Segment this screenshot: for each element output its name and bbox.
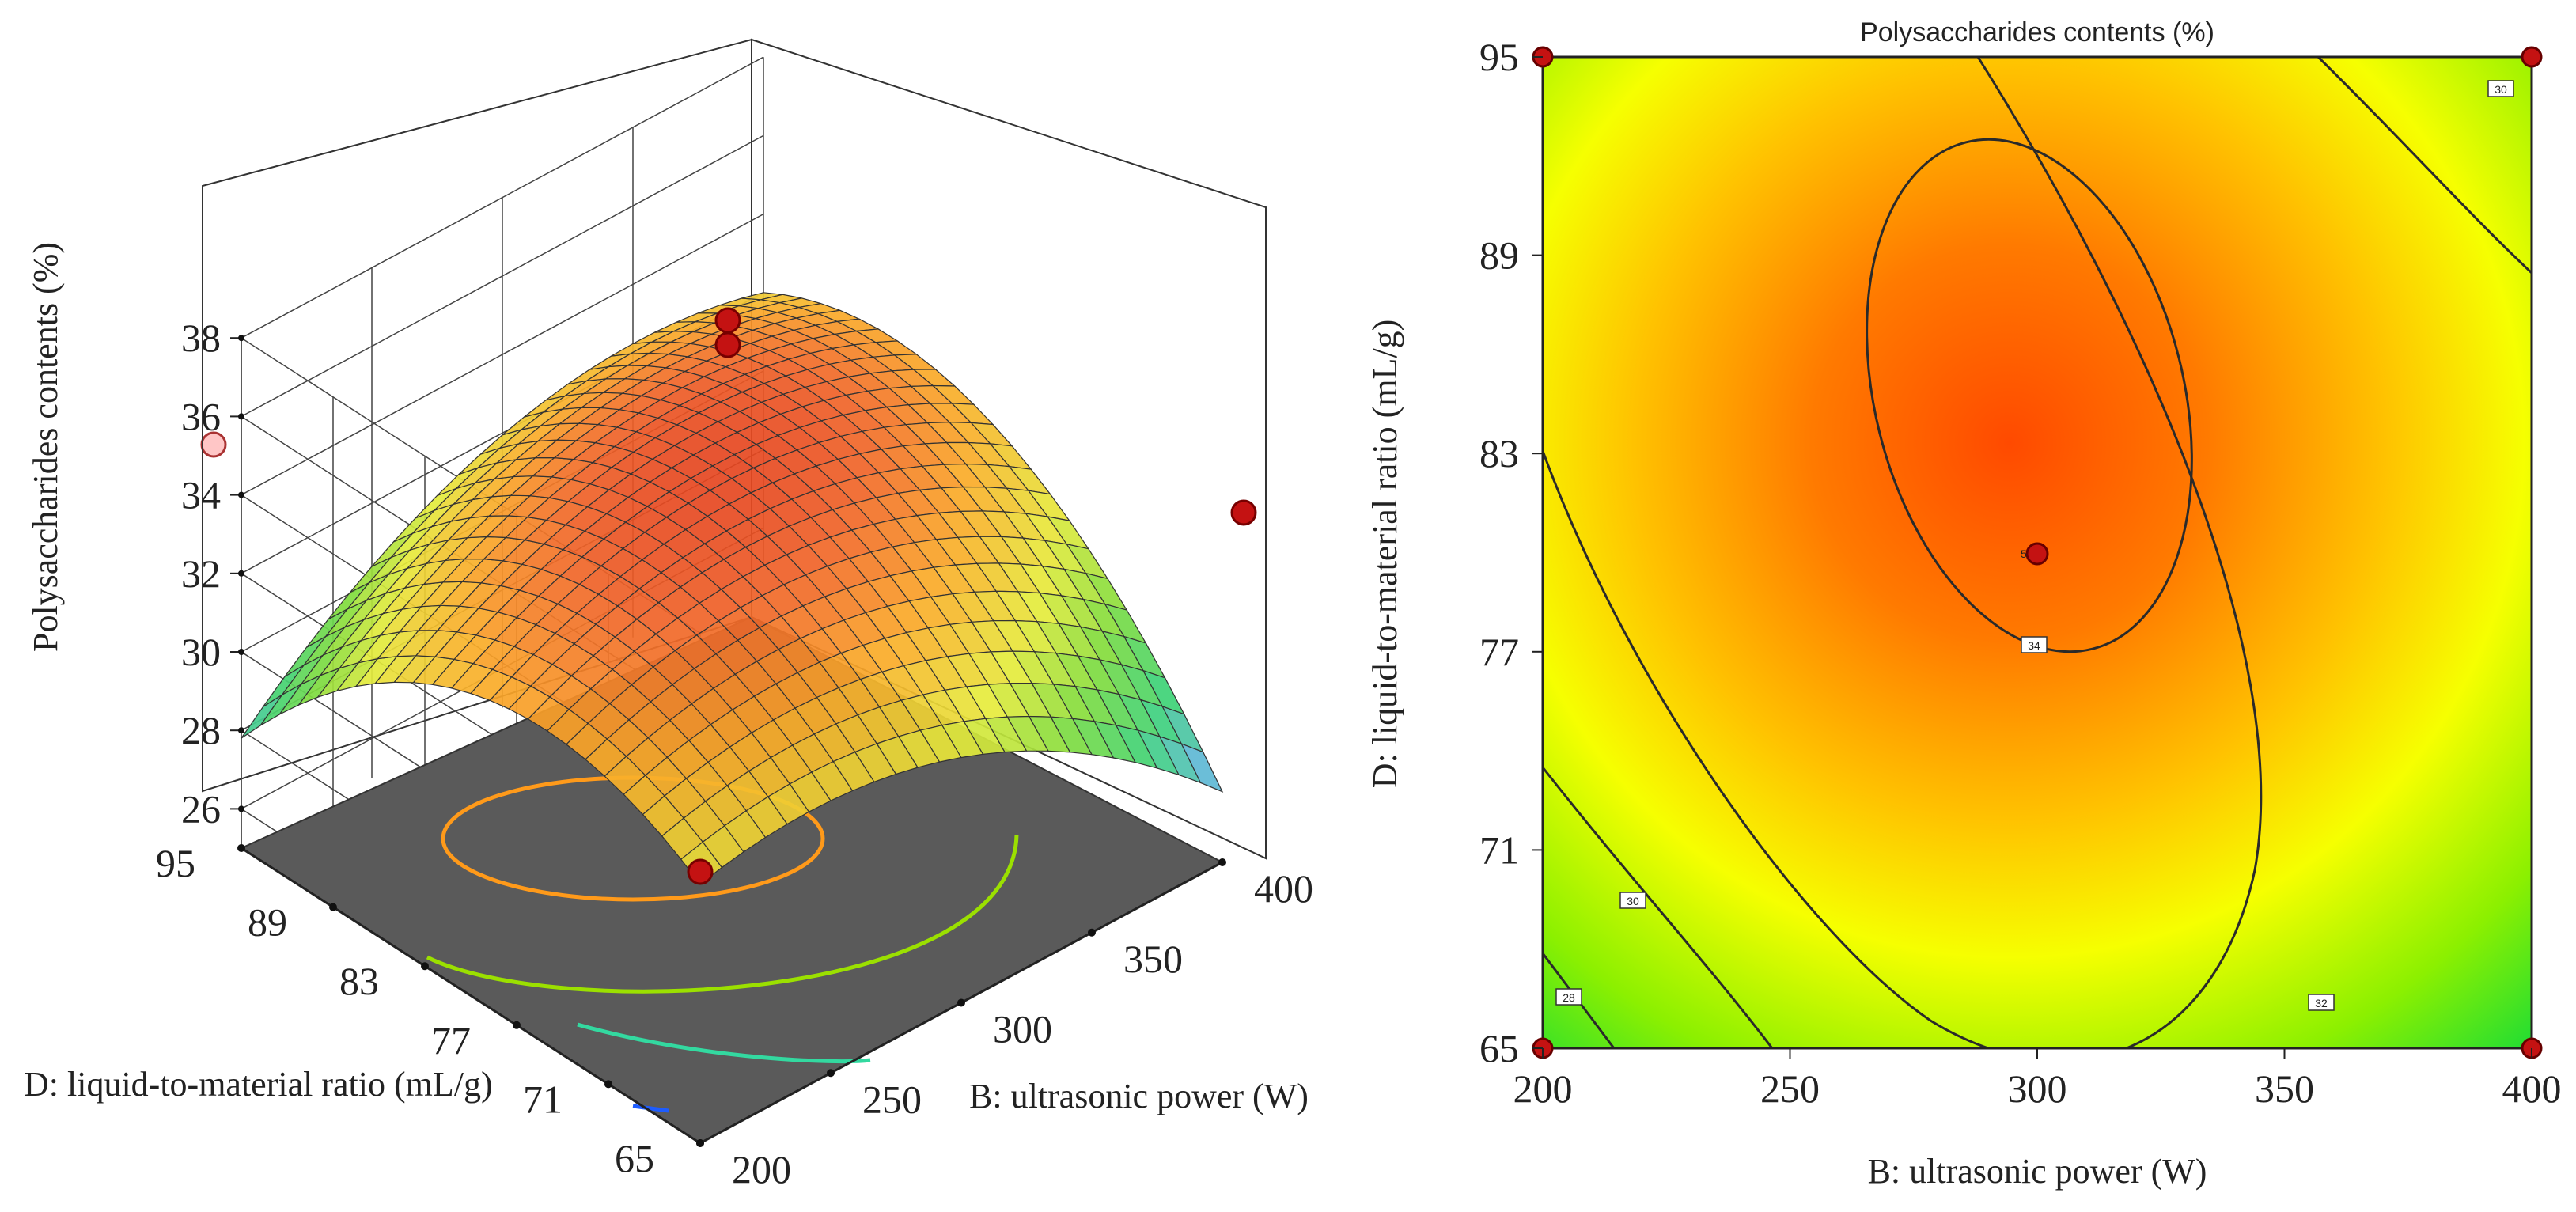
contour-label-30-upper: 30 (2495, 83, 2507, 96)
z-tick-label: 38 (181, 316, 221, 360)
x-tick-dot (1218, 858, 1226, 866)
z-axis-label: Polysaccharides contents (%) (26, 242, 65, 652)
design-points (200, 307, 1257, 885)
contour-label-30-lower: 30 (1627, 895, 1639, 907)
z-tick-dot (238, 413, 244, 420)
z-tick-label: 28 (181, 708, 221, 752)
z-tick-label: 36 (181, 394, 221, 438)
x-tick-dot (957, 998, 965, 1007)
y-axis-label: D: liquid-to-material ratio (mL/g) (24, 1065, 493, 1104)
y-tick-dot (237, 844, 245, 852)
floor-contour-28 (632, 1104, 669, 1113)
contour-lines (1543, 57, 2532, 1048)
contour-x-tick-label: 400 (2502, 1066, 2562, 1111)
design-point-center (714, 331, 741, 358)
contour-line-32 (1543, 57, 2263, 1048)
contour-label-32: 32 (2315, 997, 2328, 1009)
y-axis-line (241, 847, 701, 1145)
x-tick-label: 300 (993, 1007, 1052, 1051)
y-tick-dot (604, 1080, 612, 1089)
contour-y-tick-label: 83 (1479, 431, 1519, 475)
y-tick-dot (329, 903, 337, 911)
x-tick-label: 250 (862, 1077, 922, 1121)
y-tick-dot (421, 962, 429, 971)
y-tick-label: 95 (156, 841, 195, 885)
contour-title: Polysaccharides contents (%) (1860, 17, 2214, 47)
contour-y-tick-label: 71 (1479, 828, 1519, 872)
contour-line-30-lower (1543, 767, 1774, 1048)
y-tick-dot (513, 1021, 521, 1029)
z-tick-label: 26 (181, 786, 221, 831)
floor-contour-32 (426, 834, 1019, 994)
x-axis-label: B: ultrasonic power (W) (969, 1077, 1309, 1115)
contour-plot: Polysaccharides contents (%) 34 32 30 28… (1366, 17, 2562, 1191)
y-ticks-3d: 65 71 77 83 89 95 (156, 841, 704, 1180)
z-tick-dot (238, 727, 244, 734)
x-tick-label: 200 (732, 1147, 791, 1191)
z-tick-dot (238, 805, 244, 812)
z-tick-dot (238, 570, 244, 577)
z-tick-label: 32 (181, 551, 221, 596)
z-tick-dot (238, 491, 244, 498)
contour-y-tick-label: 65 (1479, 1026, 1519, 1070)
z-tick-label: 34 (181, 473, 221, 517)
y-tick-label: 65 (615, 1136, 654, 1180)
contour-center-point (2025, 542, 2049, 566)
design-point-bottom (687, 858, 714, 885)
x-tick-label: 350 (1123, 937, 1183, 981)
x-tick-dot (696, 1139, 704, 1147)
x-ticks-3d: 200 250 300 350 400 (696, 858, 1313, 1191)
contour-x-tick-label: 350 (2255, 1066, 2314, 1111)
contour-line-30-upper (2317, 57, 2532, 275)
x-tick-dot (827, 1069, 835, 1078)
z-tick-label: 30 (181, 630, 221, 674)
z-axis: 26 28 30 32 34 36 38 (181, 186, 244, 831)
contour-y-tick-label: 95 (1479, 35, 1519, 79)
contour-line-34 (1866, 138, 2193, 653)
contour-x-tick-label: 250 (1760, 1066, 1820, 1111)
contour-x-ticks: 200 250 300 350 400 (1513, 1048, 2562, 1111)
corner-point-top-right (2521, 46, 2543, 68)
contour-x-tick-label: 200 (1513, 1066, 1573, 1111)
contour-label-28: 28 (1563, 991, 1575, 1004)
surface-plot: 26 28 30 32 34 36 38 Polysaccharides contents … (24, 38, 1313, 1191)
contour-y-ticks: 65 71 77 83 89 95 (1479, 35, 1543, 1070)
contour-y-tick-label: 77 (1479, 630, 1519, 674)
y-tick-label: 83 (339, 959, 379, 1003)
x-tick-dot (1088, 928, 1096, 937)
contour-labels: 34 32 30 28 30 (1555, 80, 2514, 1011)
contour-label-34: 34 (2028, 639, 2040, 652)
surface-patch (1180, 742, 1224, 793)
design-point-center-top (714, 307, 741, 334)
y-tick-label: 71 (523, 1077, 563, 1121)
z-tick-dot (238, 335, 244, 342)
y-tick-label: 89 (248, 900, 287, 945)
design-point-right (1230, 499, 1257, 526)
x-tick-label: 400 (1254, 866, 1313, 911)
contour-y-tick-label: 89 (1479, 233, 1519, 278)
contour-x-axis-label: B: ultrasonic power (W) (1868, 1152, 2207, 1191)
center-point-count: 5 (2021, 547, 2027, 560)
y-tick-label: 77 (431, 1018, 471, 1062)
contour-y-axis-label: D: liquid-to-material ratio (mL/g) (1366, 320, 1404, 789)
contour-x-tick-label: 300 (2008, 1066, 2067, 1111)
surface-mesh (241, 292, 1224, 885)
z-tick-dot (238, 649, 244, 655)
